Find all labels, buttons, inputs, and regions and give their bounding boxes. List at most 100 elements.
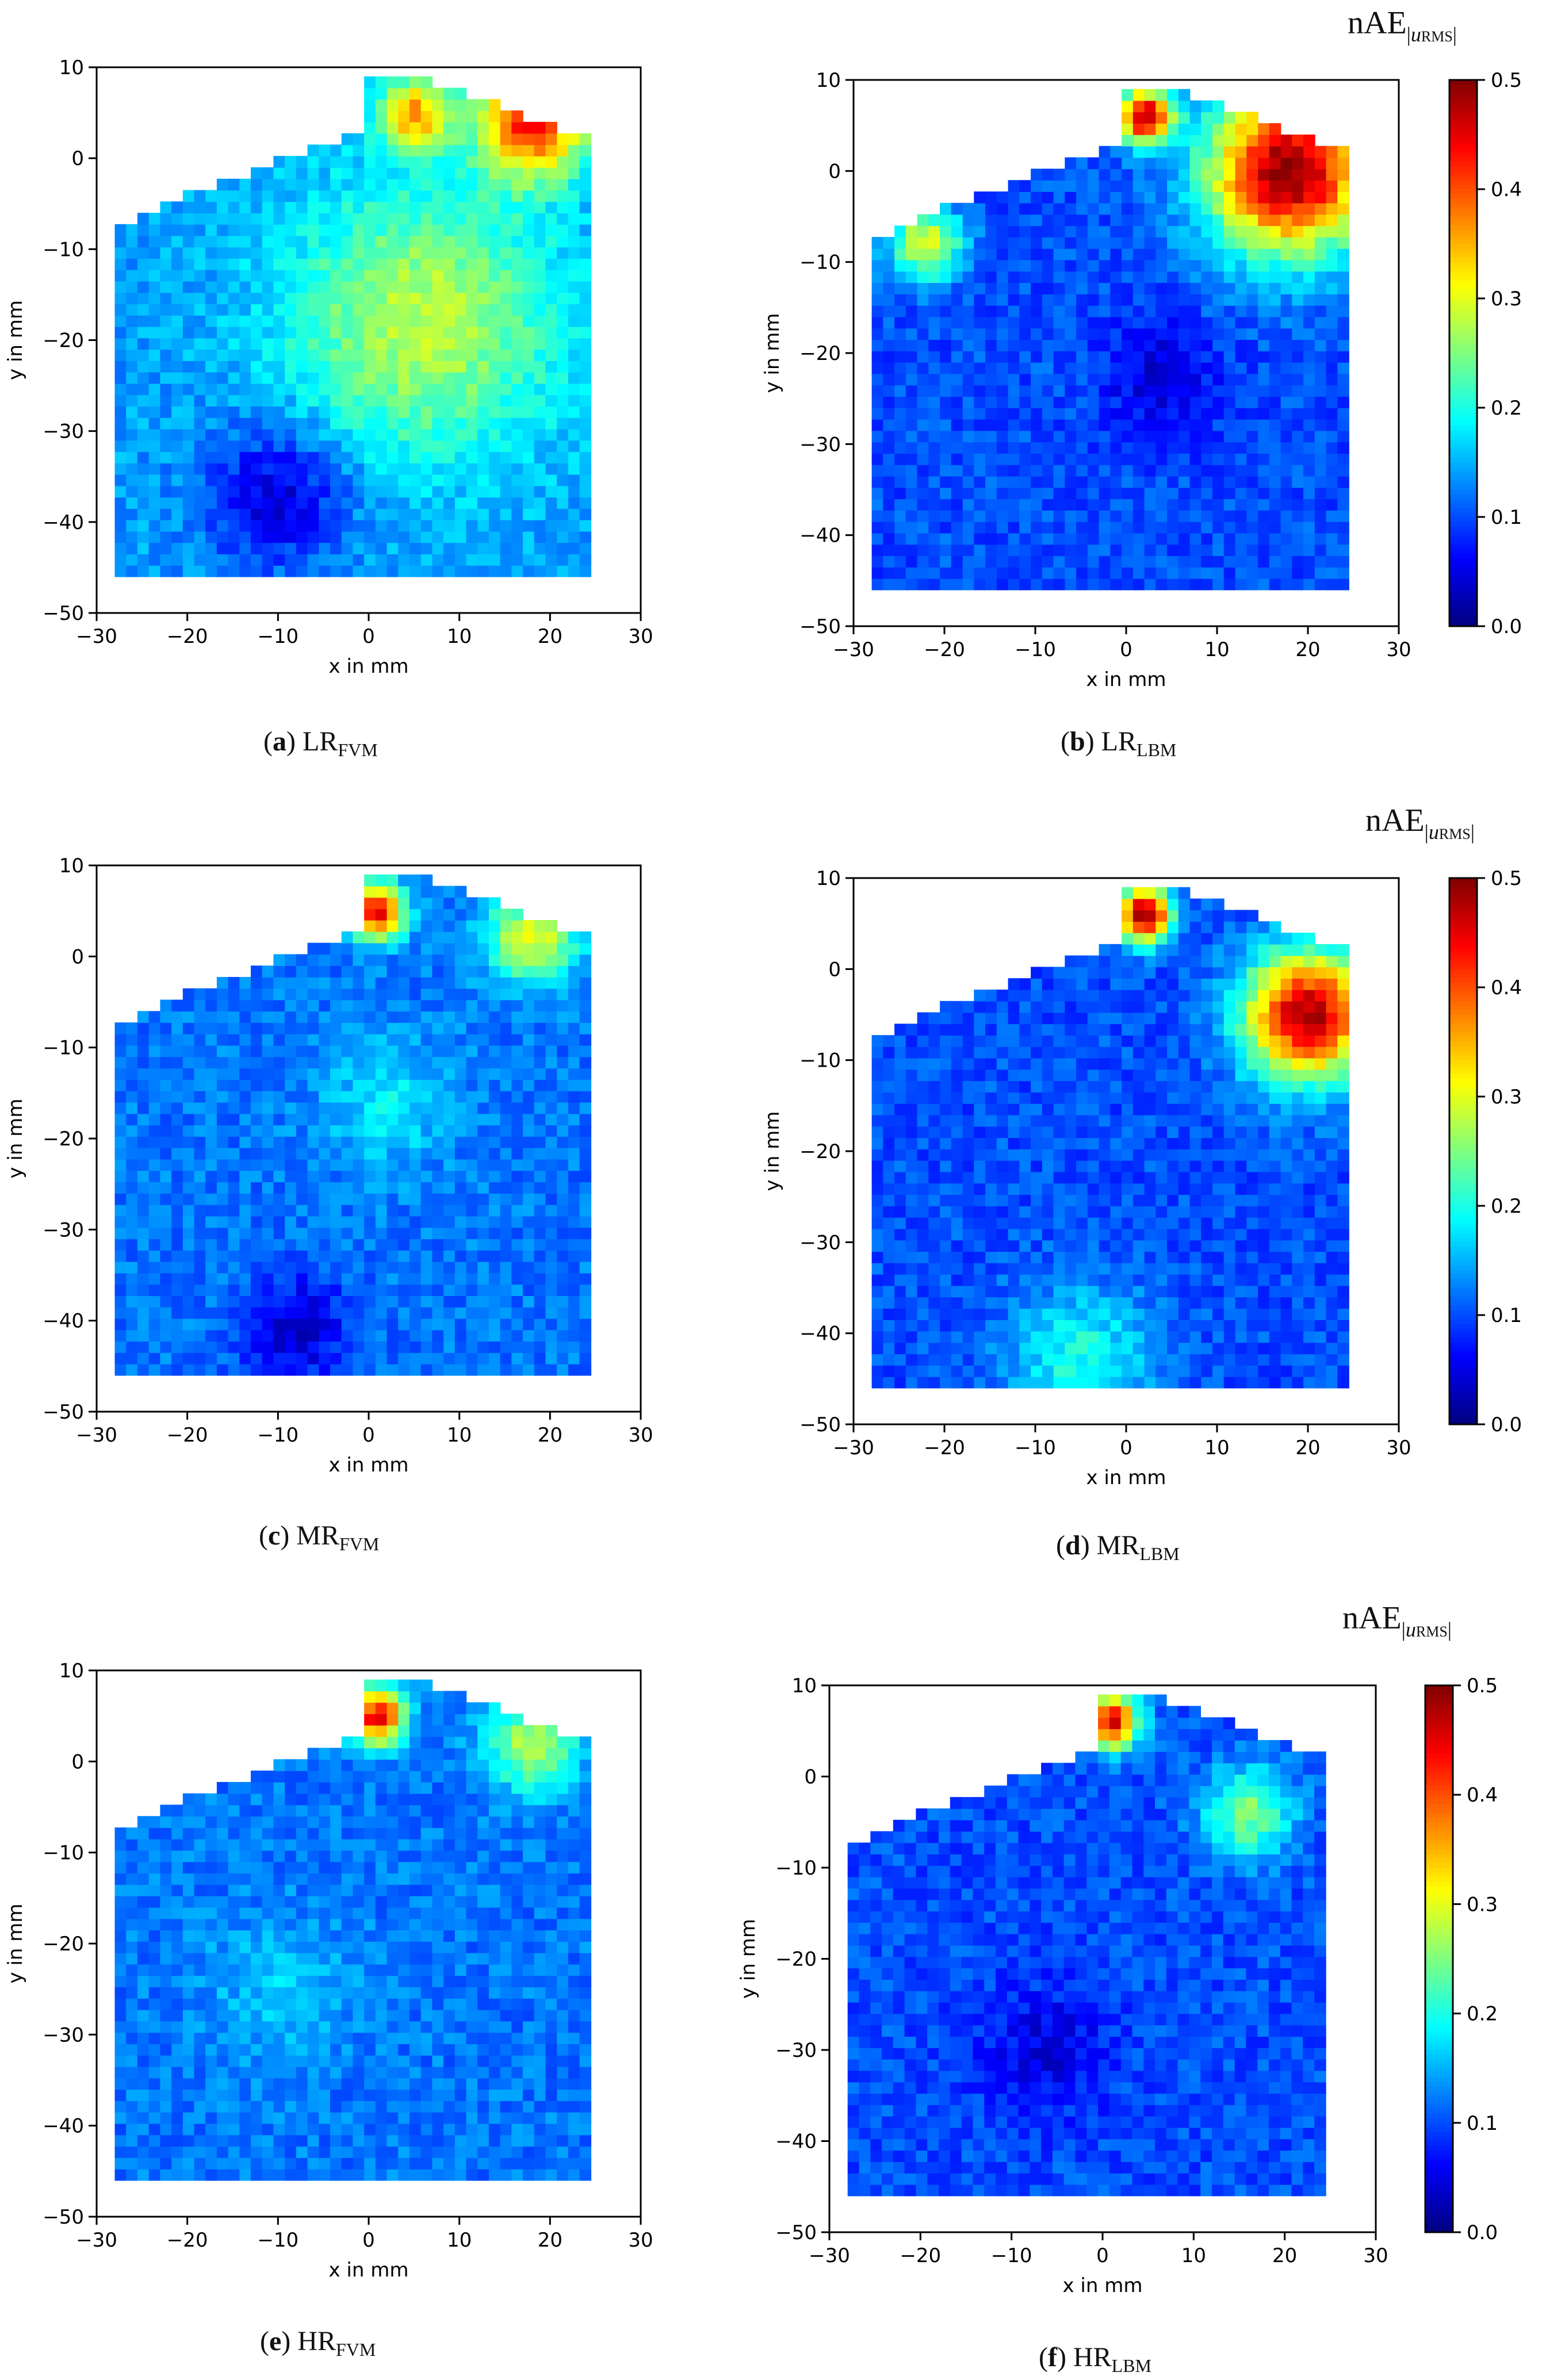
heatmap-cell — [443, 519, 456, 532]
heatmap-cell — [251, 394, 263, 407]
heatmap-cell — [500, 1045, 512, 1057]
heatmap-cell — [488, 110, 501, 122]
heatmap-cell — [568, 1239, 580, 1251]
heatmap-cell — [579, 1125, 592, 1137]
heatmap-cell — [137, 1227, 150, 1239]
heatmap-cell — [432, 292, 444, 305]
heatmap-cell — [126, 417, 138, 430]
heatmap-cell — [883, 430, 895, 443]
heatmap-cell — [251, 292, 263, 305]
heatmap-cell — [341, 281, 354, 293]
heatmap-cell — [353, 1147, 365, 1160]
heatmap-cell — [375, 1193, 388, 1205]
heatmap-cell — [443, 440, 456, 453]
heatmap-cell — [579, 1090, 592, 1103]
heatmap-cell — [1167, 202, 1179, 215]
heatmap-cell — [114, 315, 127, 327]
heatmap-cell — [285, 1022, 297, 1034]
heatmap-cell — [477, 440, 489, 453]
heatmap-cell — [114, 1113, 127, 1126]
heatmap-cell — [1065, 385, 1077, 397]
heatmap-cell — [454, 886, 467, 898]
heatmap-cell — [364, 213, 376, 225]
heatmap-cell — [568, 406, 580, 418]
heatmap-cell — [523, 519, 535, 532]
heatmap-cell — [409, 1204, 422, 1217]
heatmap-cell — [409, 920, 422, 932]
heatmap-cell — [974, 567, 986, 579]
heatmap-cell — [511, 394, 523, 407]
heatmap-cell — [228, 1363, 240, 1376]
heatmap-cell — [182, 1056, 195, 1069]
heatmap-cell — [216, 292, 229, 305]
heatmap-cell — [523, 554, 535, 566]
heatmap-cell — [375, 1079, 388, 1091]
heatmap-cell — [387, 394, 399, 407]
heatmap-cell — [375, 1136, 388, 1148]
heatmap-cell — [1189, 430, 1202, 443]
heatmap-cell — [364, 1011, 376, 1023]
heatmap-cell — [454, 1261, 467, 1274]
heatmap-cell — [905, 453, 918, 465]
heatmap-cell — [477, 1352, 489, 1365]
heatmap-cell — [296, 361, 308, 373]
heatmap-cell — [330, 1227, 342, 1239]
heatmap-cell — [928, 578, 940, 591]
heatmap-cell — [545, 1033, 557, 1046]
heatmap-cell — [432, 1147, 444, 1160]
x-tick-label: −20 — [924, 638, 965, 661]
heatmap-cell — [511, 349, 523, 361]
heatmap-cell — [148, 235, 161, 248]
heatmap-cell — [1099, 396, 1111, 408]
heatmap-cell — [985, 214, 997, 227]
heatmap-cell — [1212, 419, 1225, 431]
heatmap-cell — [205, 1125, 217, 1137]
heatmap-cell — [557, 133, 569, 145]
heatmap-cell — [454, 554, 467, 566]
heatmap-cell — [951, 214, 963, 227]
heatmap-cell — [114, 1125, 127, 1137]
heatmap-cell — [137, 1102, 150, 1114]
heatmap-cell — [488, 897, 501, 909]
heatmap-cell — [285, 542, 297, 554]
heatmap-cell — [409, 394, 422, 407]
heatmap-cell — [420, 909, 433, 921]
heatmap-cell — [409, 167, 422, 179]
heatmap-cell — [330, 1159, 342, 1171]
heatmap-cell — [511, 931, 523, 944]
heatmap-cell — [387, 144, 399, 156]
heatmap-cell — [126, 497, 138, 509]
heatmap-cell — [905, 259, 918, 272]
heatmap-cell — [545, 156, 557, 168]
heatmap-cell — [285, 213, 297, 225]
heatmap-cell — [330, 190, 342, 202]
heatmap-cell — [1258, 510, 1270, 522]
heatmap-cell — [557, 1239, 569, 1251]
heatmap-cell — [974, 510, 986, 522]
heatmap-cell — [1122, 510, 1134, 522]
heatmap-cell — [194, 542, 206, 554]
heatmap-cell — [171, 565, 183, 577]
heatmap-cell — [466, 485, 478, 498]
heatmap-cell — [454, 1341, 467, 1353]
heatmap-cell — [296, 1125, 308, 1137]
heatmap-cell — [534, 999, 546, 1012]
heatmap-cell — [375, 931, 388, 944]
heatmap-cell — [454, 977, 467, 989]
heatmap-cell — [905, 362, 918, 374]
heatmap-cell — [296, 326, 308, 339]
heatmap-cell — [477, 247, 489, 259]
heatmap-cell — [1053, 419, 1066, 431]
heatmap-cell — [353, 213, 365, 225]
heatmap-cell — [1178, 123, 1191, 135]
heatmap-cell — [1269, 135, 1281, 147]
heatmap-cell — [341, 338, 354, 350]
heatmap-cell — [500, 1147, 512, 1160]
heatmap-cell — [398, 909, 410, 921]
heatmap-cell — [579, 133, 592, 145]
heatmap-cell — [871, 1331, 884, 1343]
heatmap-cell — [1201, 476, 1213, 488]
heatmap-cell — [137, 1182, 150, 1194]
heatmap-cell — [273, 1182, 285, 1194]
heatmap-cell — [466, 1341, 478, 1353]
